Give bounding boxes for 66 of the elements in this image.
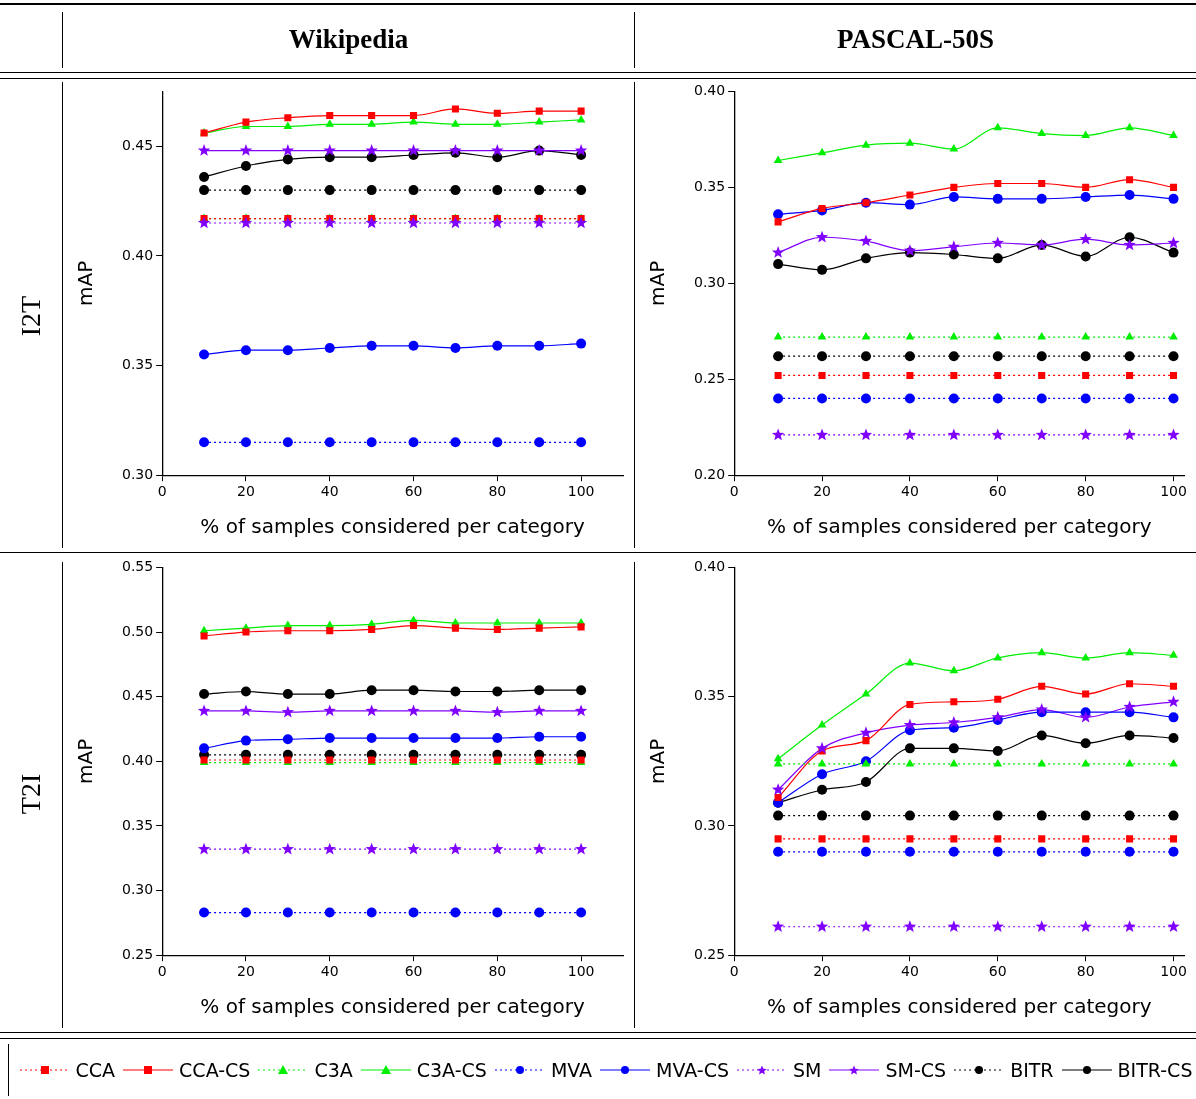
x-tick-label: 80 (1076, 483, 1095, 500)
legend-label: C3A-CS (416, 1059, 487, 1081)
x-tick-label: 40 (901, 483, 919, 500)
x-tick-label: 40 (320, 963, 339, 980)
y-tick-label: 0.20 (694, 465, 726, 482)
x-tick-label: 60 (988, 483, 1007, 500)
y-tick-label: 0.40 (694, 82, 726, 99)
chart-title: Wikipedia (287, 22, 410, 56)
x-axis-title: % of samples considered per category (200, 514, 585, 539)
y-tick-label: 0.30 (122, 465, 154, 482)
y-tick-label: 0.40 (694, 558, 726, 575)
legend-label: BITR-CS (1117, 1059, 1193, 1081)
legend-label: SM (793, 1059, 822, 1081)
legend-label: BITR (1010, 1059, 1054, 1081)
text: I2T (15, 295, 47, 337)
x-tick-label: 100 (567, 963, 595, 980)
y-axis-title: mAP (73, 738, 98, 784)
y-axis-title: mAP (73, 260, 98, 306)
y-axis-title: mAP (645, 738, 670, 784)
y-tick-label: 0.25 (694, 945, 726, 962)
x-tick-label: 0 (157, 963, 167, 980)
x-tick-label: 20 (813, 963, 831, 980)
x-axis-title: % of samples considered per category (767, 994, 1152, 1019)
x-tick-label: 0 (729, 483, 739, 500)
x-tick-label: 80 (488, 483, 507, 500)
x-tick-label: 20 (237, 963, 255, 980)
y-axis-title: mAP (645, 260, 670, 306)
y-tick-label: 0.40 (122, 751, 154, 768)
y-tick-label: 0.30 (122, 881, 154, 898)
y-tick-label: 0.45 (122, 136, 154, 153)
x-tick-label: 100 (1160, 483, 1187, 500)
x-tick-label: 80 (488, 963, 507, 980)
x-tick-label: 60 (404, 963, 423, 980)
x-tick-label: 20 (237, 483, 255, 500)
legend-label: SM-CS (885, 1059, 947, 1081)
x-axis-title: % of samples considered per category (767, 514, 1152, 539)
x-tick-label: 60 (404, 483, 423, 500)
x-tick-label: 80 (1076, 963, 1095, 980)
x-tick-label: 60 (988, 963, 1007, 980)
x-axis-title: % of samples considered per category (200, 994, 585, 1019)
y-tick-label: 0.35 (694, 177, 726, 194)
y-tick-label: 0.25 (122, 945, 154, 962)
x-tick-label: 0 (157, 483, 167, 500)
legend-label: C3A (314, 1059, 353, 1081)
x-tick-label: 20 (813, 483, 831, 500)
chart-title: PASCAL-50S (836, 22, 995, 56)
y-tick-label: 0.30 (694, 816, 726, 833)
legend-label: MVA-CS (656, 1059, 730, 1081)
x-tick-label: 100 (1160, 963, 1187, 980)
x-tick-label: 40 (320, 483, 339, 500)
legend-label: MVA (550, 1059, 593, 1081)
y-tick-label: 0.35 (122, 816, 154, 833)
x-tick-label: 0 (729, 963, 739, 980)
x-tick-label: 100 (567, 483, 595, 500)
x-tick-label: 40 (901, 963, 919, 980)
text: T2I (15, 773, 47, 815)
y-tick-label: 0.30 (694, 273, 726, 290)
y-tick-label: 0.35 (122, 356, 154, 373)
y-tick-label: 0.35 (694, 687, 726, 704)
y-tick-label: 0.55 (122, 558, 154, 575)
y-tick-label: 0.45 (122, 687, 154, 704)
legend-label: CCA-CS (179, 1059, 251, 1081)
y-tick-label: 0.50 (122, 622, 154, 639)
y-tick-label: 0.40 (122, 246, 154, 263)
legend-label: CCA (75, 1059, 116, 1081)
y-tick-label: 0.25 (694, 369, 726, 386)
